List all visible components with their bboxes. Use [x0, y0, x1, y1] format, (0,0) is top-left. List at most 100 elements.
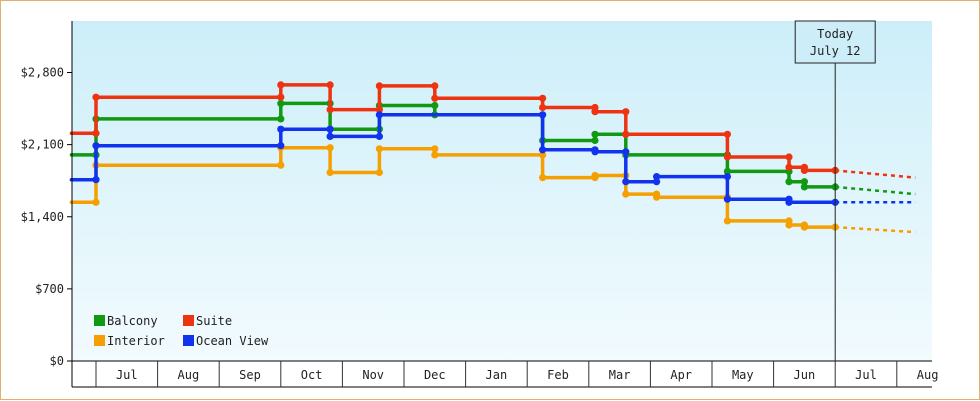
data-point: [800, 166, 809, 174]
series-line-interior: [69, 145, 837, 229]
x-tick-label: Dec: [424, 368, 446, 382]
x-tick-label: Jun: [794, 368, 816, 382]
y-tick-label: $0: [50, 354, 64, 368]
x-tick-label: Mar: [609, 368, 631, 382]
data-point: [92, 176, 100, 184]
legend-swatch: [94, 335, 105, 346]
x-tick-label: Aug: [178, 368, 200, 382]
legend-label: Balcony: [107, 314, 158, 328]
data-point: [591, 108, 599, 116]
today-box: [794, 20, 876, 64]
data-point: [326, 106, 334, 114]
data-point: [326, 81, 334, 89]
series-line-ocean-view: [69, 113, 837, 205]
data-point: [326, 125, 334, 133]
data-point: [591, 148, 599, 156]
data-point: [785, 178, 793, 186]
data-point: [539, 146, 547, 154]
y-tick-label: $1,400: [21, 210, 64, 224]
data-point: [723, 173, 732, 181]
plot-area: [72, 21, 932, 361]
today-date: July 12: [810, 44, 861, 58]
data-point: [800, 178, 809, 186]
x-tick-label: Sep: [239, 368, 261, 382]
data-point: [277, 125, 285, 133]
y-tick-label: $2,100: [21, 138, 64, 152]
series-forecast-balcony: [835, 185, 916, 196]
legend-swatch: [183, 335, 194, 346]
today-marker: Today July 12: [794, 20, 876, 361]
legend-label: Ocean View: [196, 334, 269, 348]
data-point: [92, 142, 100, 150]
data-point: [539, 103, 547, 112]
x-tick-label: Apr: [670, 368, 692, 382]
data-point: [723, 217, 732, 225]
data-point: [375, 132, 383, 140]
data-point: [539, 111, 547, 119]
data-point: [326, 132, 334, 140]
data-point: [622, 190, 630, 198]
y-tick-label: $2,800: [21, 66, 64, 80]
data-point: [622, 178, 630, 186]
data-point: [277, 115, 285, 123]
x-tick-label: May: [732, 368, 754, 382]
data-point: [375, 168, 383, 177]
data-point: [591, 136, 599, 145]
data-point: [591, 171, 599, 180]
axes-layer: $0 $700 $1,400 $2,100 $2,800 Jul Aug Sep Oct Nov D…: [21, 21, 939, 388]
x-tick-label: Aug: [917, 368, 939, 382]
data-point: [800, 183, 809, 191]
legend-label: Interior: [107, 334, 165, 348]
data-point: [539, 94, 547, 102]
data-point: [622, 108, 630, 116]
data-point: [653, 193, 661, 201]
data-point: [785, 153, 793, 161]
data-point: [723, 130, 732, 138]
data-point: [622, 130, 630, 138]
data-point: [800, 223, 809, 231]
data-point: [92, 198, 100, 206]
data-point: [277, 93, 285, 101]
x-tick-label: Jan: [486, 368, 508, 382]
data-point: [92, 129, 100, 137]
data-point: [375, 145, 383, 153]
data-point: [431, 82, 439, 90]
data-point: [785, 198, 793, 206]
data-point: [653, 173, 661, 181]
data-point: [277, 142, 285, 150]
x-tick-label: Nov: [362, 368, 384, 382]
today-label: Today: [817, 27, 853, 41]
data-point: [92, 93, 100, 101]
data-point: [653, 178, 661, 186]
data-point: [539, 151, 547, 159]
legend: Balcony Suite Interior Ocean View: [94, 314, 269, 348]
data-point: [375, 82, 383, 90]
data-point: [591, 130, 599, 138]
series-forecast-interior: [835, 225, 916, 234]
data-point: [431, 101, 439, 110]
data-point: [326, 144, 334, 152]
data-point: [277, 99, 285, 107]
data-point: [723, 167, 732, 175]
legend-swatch: [183, 315, 194, 326]
legend-swatch: [94, 315, 105, 326]
legend-label: Suite: [196, 314, 232, 328]
data-point: [431, 145, 439, 153]
data-point: [277, 81, 285, 89]
data-point: [539, 174, 547, 182]
data-point: [723, 195, 732, 203]
data-point: [326, 168, 334, 177]
x-tick-label: Oct: [301, 368, 323, 382]
data-point: [375, 106, 383, 114]
data-point: [785, 163, 793, 171]
data-point: [622, 148, 630, 156]
series-forecast-suite: [835, 169, 916, 179]
data-point: [277, 161, 285, 169]
x-tick-label: Feb: [547, 368, 569, 382]
x-tick-label: Jul: [116, 368, 138, 382]
data-point: [785, 221, 793, 229]
data-point: [375, 111, 383, 119]
data-point: [723, 153, 732, 161]
